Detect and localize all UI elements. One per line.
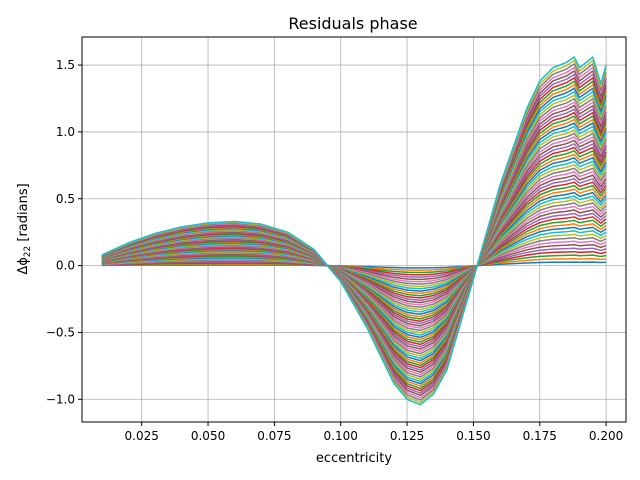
y-axis-label-symbol: Δϕ bbox=[16, 257, 31, 274]
y-tick-label: 1.5 bbox=[56, 58, 75, 72]
x-tick-label: 0.150 bbox=[456, 429, 490, 443]
x-tick-label: 0.100 bbox=[324, 429, 358, 443]
x-axis-label: eccentricity bbox=[316, 451, 392, 466]
y-tick-label: 0.5 bbox=[56, 192, 75, 206]
ticks: 0.025 0.050 0.075 0.100 0.125 0.150 0.175 0.200… bbox=[46, 58, 623, 443]
y-tick-label: −0.5 bbox=[46, 325, 75, 339]
y-tick-label: −1.0 bbox=[46, 392, 75, 406]
x-tick-label: 0.175 bbox=[523, 429, 557, 443]
y-tick-label: 0.0 bbox=[56, 259, 75, 273]
chart-title: Residuals phase bbox=[288, 14, 417, 33]
x-tick-label: 0.125 bbox=[390, 429, 424, 443]
axes-frame bbox=[81, 36, 627, 423]
x-tick-label: 0.075 bbox=[257, 429, 291, 443]
x-tick-label: 0.025 bbox=[125, 429, 159, 443]
y-axis-label-unit: [radians] bbox=[16, 183, 31, 245]
x-tick-label: 0.200 bbox=[589, 429, 623, 443]
series-line-60 bbox=[101, 56, 607, 406]
y-axis-label-subscript: 22 bbox=[23, 246, 33, 257]
series-group bbox=[101, 56, 607, 406]
y-axis-label: Δϕ22 [radians] bbox=[16, 183, 33, 274]
y-tick-label: 1.0 bbox=[56, 125, 75, 139]
x-tick-label: 0.050 bbox=[191, 429, 225, 443]
